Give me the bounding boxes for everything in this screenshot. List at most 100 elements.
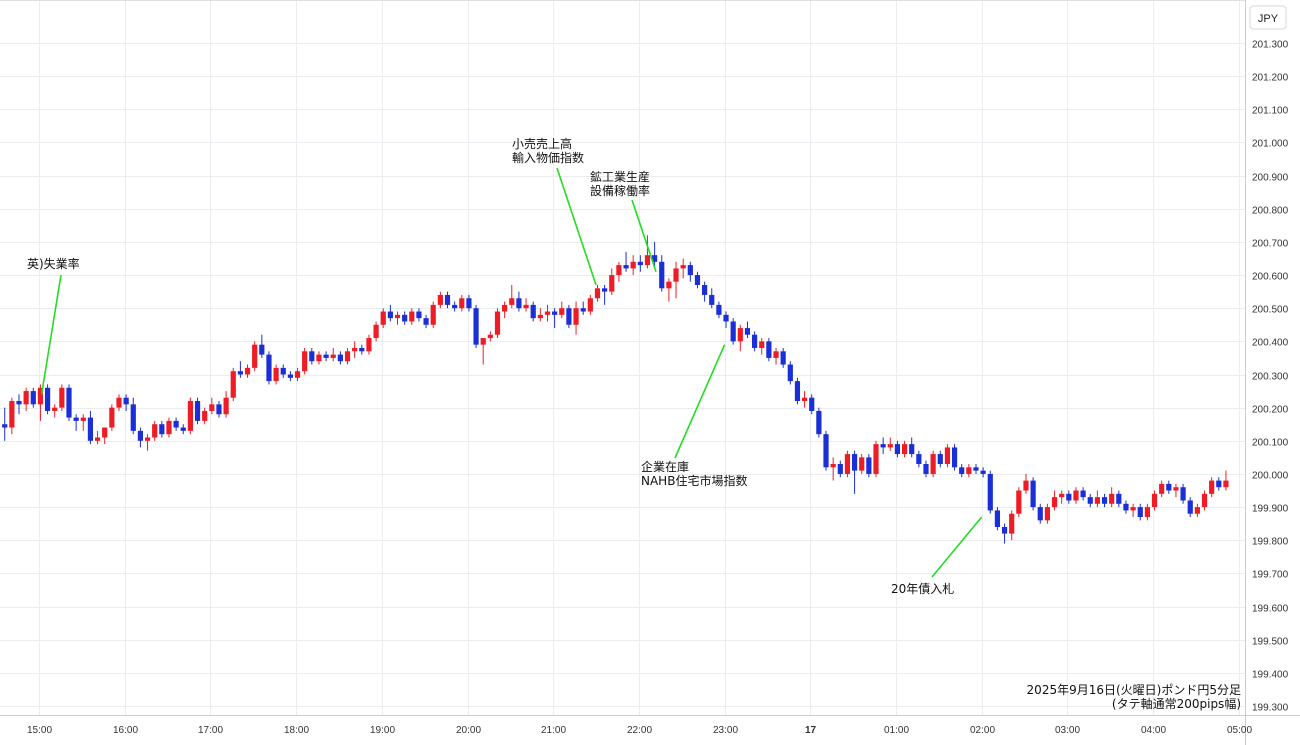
candle bbox=[1080, 487, 1086, 501]
candle bbox=[109, 404, 115, 431]
time-tick-label: 02:00 bbox=[970, 725, 995, 736]
candle bbox=[37, 384, 44, 421]
candle-body bbox=[709, 294, 715, 305]
time-tick-label: 16:00 bbox=[113, 725, 138, 736]
candle bbox=[159, 420, 165, 438]
candle-body bbox=[901, 444, 908, 455]
candle-body bbox=[102, 427, 108, 438]
price-tick-label: 201.000 bbox=[1252, 139, 1289, 150]
candle bbox=[480, 338, 486, 365]
event-annotations: 英)失業率 小売売上高輸入物価指数鉱工業生産設備稼働率企業在庫NAHB住宅市場指数… bbox=[27, 136, 983, 596]
candle bbox=[1159, 480, 1165, 498]
candle bbox=[537, 308, 543, 322]
candle bbox=[252, 341, 258, 372]
candle bbox=[394, 311, 401, 325]
candle bbox=[880, 437, 886, 455]
candle-body bbox=[366, 338, 372, 352]
candle bbox=[851, 450, 858, 494]
price-axis[interactable]: 201.300 201.200 201.100 201.000 200.900 200.8… bbox=[1252, 40, 1289, 714]
candle bbox=[1151, 490, 1158, 511]
candle bbox=[102, 427, 108, 445]
candle-body bbox=[594, 288, 601, 299]
candle bbox=[423, 314, 429, 329]
candle bbox=[594, 284, 601, 302]
time-tick-label: 19:00 bbox=[370, 725, 395, 736]
price-tick-label: 201.300 bbox=[1252, 40, 1289, 51]
candle-body bbox=[187, 401, 194, 431]
candle-body bbox=[773, 351, 779, 358]
gridlines bbox=[0, 0, 1245, 715]
candle-body bbox=[1137, 507, 1143, 518]
candle bbox=[323, 351, 329, 362]
candle-body bbox=[294, 371, 301, 378]
candle-body bbox=[166, 420, 172, 435]
candle bbox=[530, 301, 536, 322]
candle bbox=[1201, 490, 1208, 511]
candle-body bbox=[744, 328, 751, 335]
annotation-leader-line bbox=[556, 167, 597, 286]
candle-body bbox=[430, 304, 436, 325]
candle bbox=[616, 261, 622, 282]
candle-body bbox=[1216, 480, 1222, 488]
candle bbox=[9, 397, 15, 435]
candle-body bbox=[537, 314, 543, 319]
candle-body bbox=[209, 404, 215, 411]
time-axis[interactable]: 15:00 16:00 17:00 18:00 19:00 20:00 21:00 22:00… bbox=[27, 725, 1252, 736]
candle bbox=[1037, 503, 1043, 524]
candle-body bbox=[516, 298, 522, 309]
candle bbox=[116, 394, 122, 411]
candle-body bbox=[202, 410, 208, 421]
candle-body bbox=[544, 311, 551, 315]
annotation-label: NAHB住宅市場指数 bbox=[641, 473, 747, 488]
candle bbox=[780, 347, 786, 368]
candle-body bbox=[423, 318, 429, 325]
annotation-label: 鉱工業生産 bbox=[590, 169, 650, 184]
candle bbox=[494, 308, 501, 339]
candle-body bbox=[873, 444, 879, 474]
price-tick-label: 200.900 bbox=[1252, 173, 1289, 184]
candle-body bbox=[1116, 493, 1122, 504]
annotation-leader-line bbox=[631, 199, 657, 272]
candle-body bbox=[73, 417, 79, 421]
candle-body bbox=[159, 424, 165, 435]
candle-body bbox=[887, 444, 893, 448]
candle bbox=[1009, 510, 1015, 541]
candle bbox=[144, 434, 151, 451]
candle-body bbox=[1130, 507, 1136, 511]
candle bbox=[259, 334, 265, 358]
candle bbox=[866, 454, 872, 478]
currency-badge[interactable]: JPY bbox=[1249, 5, 1287, 30]
candle-body bbox=[109, 407, 115, 428]
candle bbox=[94, 430, 101, 445]
candle-body bbox=[1087, 497, 1093, 504]
candle-body bbox=[552, 311, 558, 315]
candle-body bbox=[687, 265, 693, 276]
time-tick-label: 05:00 bbox=[1227, 725, 1252, 736]
candle-body bbox=[402, 314, 408, 322]
candle bbox=[166, 417, 172, 438]
candle-body bbox=[973, 467, 979, 471]
time-tick-label: 04:00 bbox=[1141, 725, 1166, 736]
candle bbox=[702, 281, 708, 302]
candle-body bbox=[223, 397, 229, 415]
candle-body bbox=[1094, 497, 1100, 504]
candle bbox=[509, 284, 515, 309]
time-tick-label: 17:00 bbox=[198, 725, 223, 736]
candle-body bbox=[766, 341, 772, 358]
annotation-leader-line bbox=[931, 516, 983, 578]
candle bbox=[466, 294, 472, 312]
candle bbox=[80, 414, 86, 431]
candle-body bbox=[951, 447, 958, 468]
candle-body bbox=[173, 420, 179, 428]
price-tick-label: 199.400 bbox=[1252, 670, 1289, 681]
candle bbox=[180, 424, 186, 435]
candle-body bbox=[9, 401, 15, 428]
candle-body bbox=[1209, 480, 1215, 494]
candle-body bbox=[466, 298, 472, 309]
candle bbox=[487, 331, 493, 342]
candle-body bbox=[580, 308, 586, 312]
candle bbox=[302, 347, 308, 375]
